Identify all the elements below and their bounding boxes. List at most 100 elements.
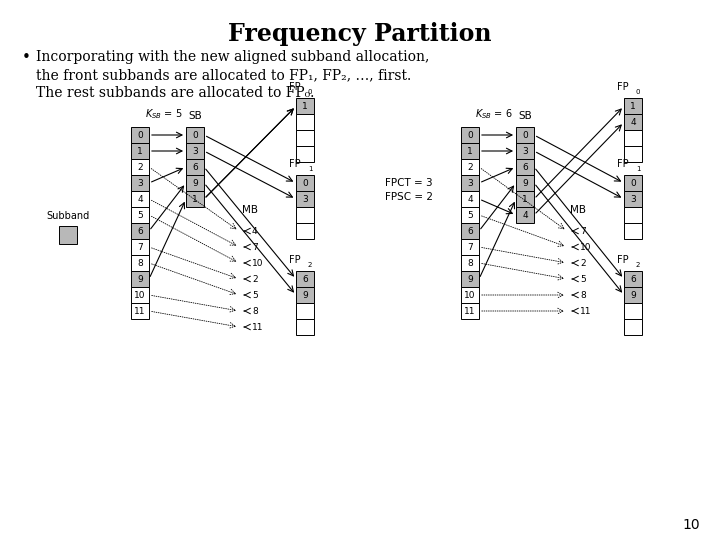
Text: 8: 8 <box>137 259 143 267</box>
Text: FP: FP <box>289 82 301 92</box>
Text: FP: FP <box>617 159 629 168</box>
Bar <box>186 175 204 191</box>
Bar <box>624 130 642 146</box>
Text: 6: 6 <box>630 274 636 284</box>
Bar <box>624 271 642 287</box>
Bar <box>296 271 314 287</box>
Text: 3: 3 <box>630 194 636 204</box>
Text: 6: 6 <box>302 274 308 284</box>
Text: 0: 0 <box>467 131 473 139</box>
Bar <box>131 127 149 143</box>
Bar <box>461 271 479 287</box>
Text: Frequency Partition: Frequency Partition <box>228 22 492 46</box>
Bar <box>131 207 149 223</box>
Text: 2: 2 <box>138 163 143 172</box>
Bar <box>624 114 642 130</box>
Bar <box>624 223 642 239</box>
Bar <box>59 226 77 244</box>
Bar <box>461 191 479 207</box>
Text: •: • <box>22 50 31 65</box>
Text: SB: SB <box>188 111 202 120</box>
Bar <box>624 287 642 303</box>
Text: 9: 9 <box>192 179 198 187</box>
Bar <box>186 143 204 159</box>
Bar <box>131 303 149 319</box>
Text: FP: FP <box>289 254 301 265</box>
Text: FP: FP <box>617 254 629 265</box>
Text: 0: 0 <box>308 89 312 95</box>
Bar <box>131 191 149 207</box>
Bar <box>516 143 534 159</box>
Text: 10: 10 <box>464 291 476 300</box>
Bar <box>624 319 642 335</box>
Bar <box>131 239 149 255</box>
Text: 4: 4 <box>630 118 636 127</box>
Text: 8: 8 <box>580 291 586 300</box>
Bar <box>296 319 314 335</box>
Text: 0: 0 <box>636 89 641 95</box>
Bar <box>516 191 534 207</box>
Bar <box>296 303 314 319</box>
Text: 10: 10 <box>580 242 592 252</box>
Bar <box>624 207 642 223</box>
Bar <box>516 127 534 143</box>
Text: 3: 3 <box>302 194 308 204</box>
Text: 7: 7 <box>580 226 586 235</box>
Text: 2: 2 <box>580 259 585 267</box>
Text: 0: 0 <box>137 131 143 139</box>
Text: 7: 7 <box>137 242 143 252</box>
Text: Subband: Subband <box>46 211 89 221</box>
Text: 6: 6 <box>522 163 528 172</box>
Bar <box>461 223 479 239</box>
Text: 1: 1 <box>522 194 528 204</box>
Text: 0: 0 <box>522 131 528 139</box>
Text: 6: 6 <box>137 226 143 235</box>
Text: 2: 2 <box>252 274 258 284</box>
Bar <box>131 159 149 175</box>
Text: 9: 9 <box>630 291 636 300</box>
Text: 0: 0 <box>630 179 636 187</box>
Text: 1: 1 <box>192 194 198 204</box>
Bar <box>461 287 479 303</box>
Text: 7: 7 <box>467 242 473 252</box>
Text: the front subbands are allocated to FP₁, FP₂, …, first.: the front subbands are allocated to FP₁,… <box>36 68 411 82</box>
Bar <box>461 303 479 319</box>
Text: 4: 4 <box>522 211 528 219</box>
Bar <box>624 191 642 207</box>
Text: 7: 7 <box>252 242 258 252</box>
Bar <box>186 159 204 175</box>
Text: 11: 11 <box>580 307 592 315</box>
Text: 3: 3 <box>467 179 473 187</box>
Bar <box>296 114 314 130</box>
Text: 9: 9 <box>302 291 308 300</box>
Text: $\mathit{K}_{SB}$ = 5: $\mathit{K}_{SB}$ = 5 <box>145 107 182 120</box>
Text: MB: MB <box>570 205 586 215</box>
Bar <box>461 255 479 271</box>
Text: 8: 8 <box>467 259 473 267</box>
Text: The rest subbands are allocated to FP₀.: The rest subbands are allocated to FP₀. <box>36 86 315 100</box>
Bar <box>131 143 149 159</box>
Text: MB: MB <box>242 205 258 215</box>
Text: 1: 1 <box>302 102 308 111</box>
Bar <box>461 159 479 175</box>
Text: 1: 1 <box>308 166 312 172</box>
Bar <box>516 159 534 175</box>
Text: 10: 10 <box>683 518 700 532</box>
Text: 1: 1 <box>467 146 473 156</box>
Bar <box>296 207 314 223</box>
Bar <box>296 223 314 239</box>
Bar <box>296 175 314 191</box>
Text: 1: 1 <box>630 102 636 111</box>
Text: 2: 2 <box>636 262 640 268</box>
Text: FP: FP <box>617 82 629 92</box>
Text: 4: 4 <box>252 226 258 235</box>
Bar <box>186 191 204 207</box>
Text: 5: 5 <box>580 274 586 284</box>
Bar <box>461 127 479 143</box>
Text: 6: 6 <box>467 226 473 235</box>
Text: 11: 11 <box>134 307 145 315</box>
Text: 3: 3 <box>137 179 143 187</box>
Bar <box>461 143 479 159</box>
Text: 3: 3 <box>192 146 198 156</box>
Text: 5: 5 <box>137 211 143 219</box>
